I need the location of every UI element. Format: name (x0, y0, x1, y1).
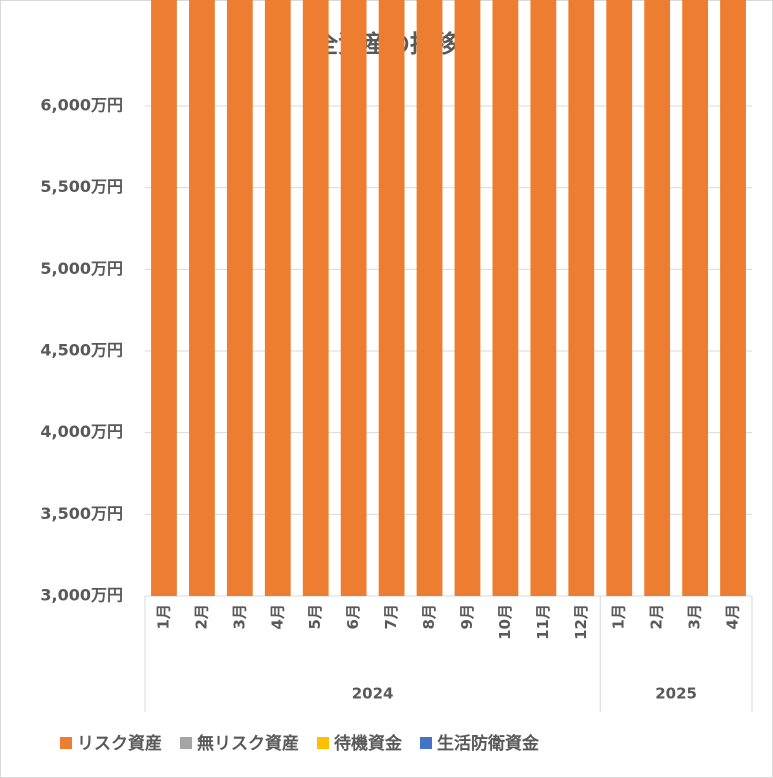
x-tick-label: 1月 (154, 604, 172, 629)
legend-label: 生活防衛資金 (437, 733, 540, 754)
legend-label: 待機資金 (334, 733, 403, 754)
x-tick-label: 10月 (496, 604, 514, 640)
bar-segment (151, 0, 177, 596)
y-tick-label: 3,500万円 (40, 504, 123, 523)
x-tick-label: 1月 (610, 604, 628, 629)
bar-segment (264, 0, 291, 596)
bar-segment (682, 0, 708, 596)
bar-segment (416, 0, 443, 596)
group-label: 2024 (352, 685, 394, 703)
legend-label: 無リスク資産 (197, 733, 299, 754)
x-tick-label: 3月 (686, 604, 704, 629)
bar-segment (720, 0, 746, 596)
bar-segment (530, 0, 557, 597)
bar-segment (644, 0, 671, 596)
bar-segment (302, 0, 329, 596)
y-tick-label: 5,000万円 (40, 259, 123, 278)
bar-segment (454, 0, 481, 597)
legend-swatch (420, 737, 432, 749)
x-tick-label: 7月 (382, 604, 400, 629)
x-tick-label: 11月 (534, 604, 552, 640)
legend-swatch (60, 737, 72, 749)
x-tick-label: 4月 (724, 604, 742, 629)
x-tick-label: 6月 (344, 604, 362, 629)
x-tick-label: 5月 (306, 604, 324, 629)
group-label: 2025 (655, 685, 697, 703)
y-tick-label: 4,000万円 (40, 422, 123, 441)
y-tick-label: 4,500万円 (40, 341, 123, 360)
x-tick-label: 3月 (230, 604, 248, 629)
x-tick-label: 2月 (648, 604, 666, 629)
bar-segment (492, 0, 519, 596)
x-tick-label: 2月 (192, 604, 210, 629)
x-tick-label: 4月 (268, 604, 286, 629)
legend: リスク資産 無リスク資産 待機資金 生活防衛資金 (60, 733, 540, 754)
bar-segment (378, 0, 405, 596)
bar-segment (340, 0, 367, 597)
x-tick-label: 12月 (572, 604, 590, 640)
y-tick-label: 5,500万円 (40, 177, 123, 196)
bar-segment (189, 0, 215, 596)
bar-segment (568, 0, 595, 596)
bar-segment (606, 0, 633, 596)
legend-swatch (317, 737, 329, 749)
legend-swatch (180, 737, 192, 749)
y-tick-label: 3,000万円 (40, 586, 123, 605)
y-tick-label: 6,000万円 (40, 96, 123, 115)
legend-label: リスク資産 (77, 733, 162, 754)
x-tick-label: 8月 (420, 604, 438, 629)
x-tick-label: 9月 (458, 604, 476, 629)
bar-segment (226, 0, 253, 597)
